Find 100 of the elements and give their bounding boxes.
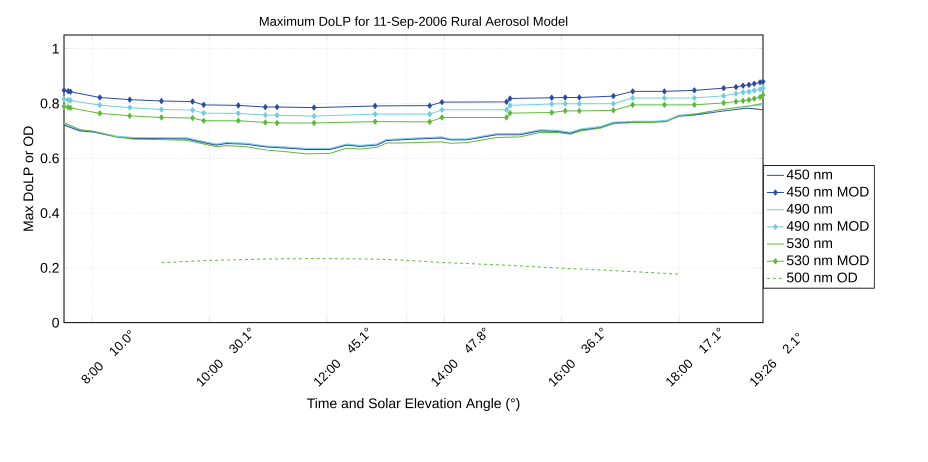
point (201, 110, 206, 116)
point (721, 92, 726, 99)
point (508, 110, 512, 116)
point (630, 95, 636, 102)
point (746, 88, 752, 95)
text: 2.1° (782, 332, 800, 354)
point (127, 104, 132, 111)
point (372, 102, 378, 109)
line-series (160, 258, 681, 275)
y-tick-label: 0.8 (40, 98, 59, 108)
point (62, 96, 66, 102)
point (610, 100, 616, 107)
y-axis-title: Max DoLP or OD (23, 126, 34, 231)
point (549, 94, 554, 101)
point (740, 89, 746, 96)
point (740, 98, 746, 104)
point (62, 87, 66, 94)
legend-label: 490 nm (786, 204, 832, 214)
legend-label: 450 nm MOD (786, 186, 869, 197)
point (127, 96, 132, 103)
point (236, 110, 241, 116)
point (440, 114, 444, 120)
point (576, 94, 582, 100)
point (236, 118, 241, 124)
point (562, 94, 568, 100)
point (190, 98, 195, 105)
point (97, 102, 102, 108)
point (692, 87, 697, 94)
point (372, 111, 378, 118)
point (312, 104, 316, 111)
point (576, 100, 582, 107)
point (190, 115, 195, 122)
point (662, 95, 667, 102)
point (159, 98, 164, 104)
point (504, 114, 509, 120)
point (630, 88, 636, 94)
point (262, 104, 268, 110)
point (721, 100, 726, 106)
point (758, 94, 762, 100)
point (752, 96, 757, 102)
point (508, 96, 512, 102)
y-tick-label: 0 (52, 318, 59, 328)
point (562, 108, 568, 114)
point (159, 106, 164, 113)
point (662, 102, 667, 108)
point (692, 95, 697, 102)
point (262, 112, 268, 118)
point (576, 108, 582, 114)
point (760, 85, 766, 92)
point (562, 100, 568, 107)
point (734, 84, 738, 90)
point (610, 93, 616, 100)
y-tick-label: 0.4 (40, 208, 60, 218)
point (734, 98, 738, 105)
point (159, 114, 164, 120)
y-tick-label: 0.6 (40, 153, 59, 164)
point (201, 118, 206, 124)
x-tick-label: 8:00 (82, 362, 103, 384)
point (508, 102, 512, 108)
point (127, 112, 132, 119)
point (312, 120, 316, 126)
point (274, 120, 280, 126)
point (312, 113, 316, 120)
x-axis-title: Time and Solar Elevation Angle (°) (307, 398, 520, 412)
chart-title: Maximum DoLP for 11-Sep-2006 Rural Aerosol Model (260, 16, 568, 28)
point (201, 102, 206, 108)
point (630, 102, 636, 108)
point (662, 88, 667, 94)
point (752, 87, 757, 94)
point (721, 85, 726, 92)
point (274, 104, 280, 110)
point (549, 110, 554, 116)
point (746, 96, 752, 103)
point (427, 118, 432, 125)
point (692, 102, 697, 108)
legend-label: 490 nm MOD (786, 221, 869, 231)
point (236, 102, 241, 108)
legend-label: 530 nm MOD (786, 255, 869, 266)
point (440, 99, 444, 106)
point (760, 92, 766, 98)
point (760, 78, 766, 85)
point (427, 111, 432, 118)
point (190, 107, 195, 114)
point (504, 98, 509, 105)
point (734, 90, 738, 97)
legend-label: 450 nm (786, 170, 832, 180)
point (427, 102, 432, 109)
point (440, 106, 444, 113)
point (262, 119, 268, 126)
point (504, 106, 509, 113)
y-tick-label: 0.2 (40, 262, 59, 273)
legend-label: 530 nm (786, 238, 832, 248)
point (610, 107, 616, 114)
point (274, 112, 280, 118)
point (752, 80, 757, 87)
point (740, 82, 746, 89)
y-tick-label: 1 (52, 44, 59, 54)
point (97, 110, 102, 116)
point (97, 94, 102, 100)
point (62, 104, 66, 110)
